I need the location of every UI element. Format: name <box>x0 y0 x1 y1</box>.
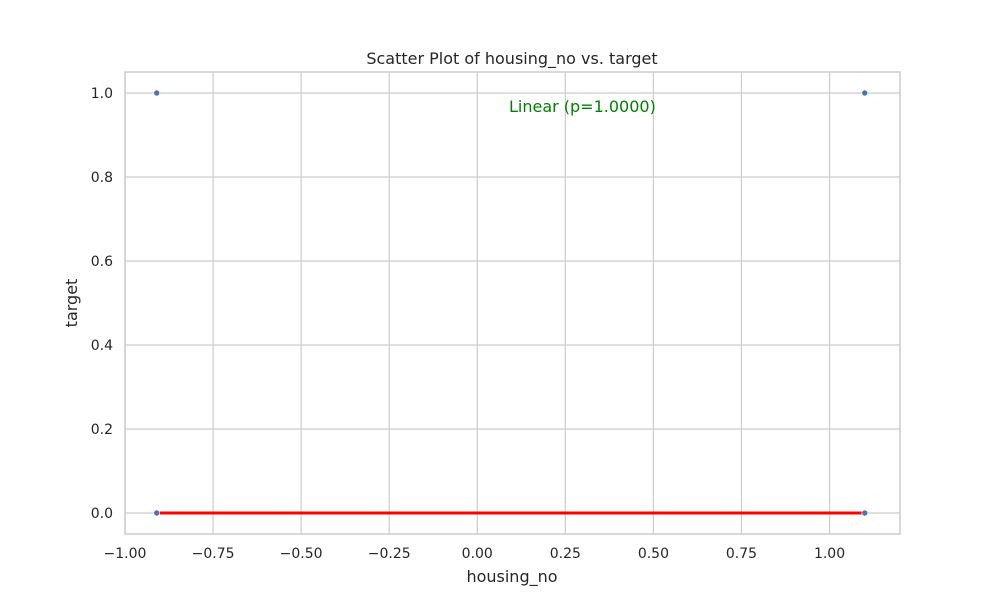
grid <box>124 72 900 534</box>
y-axis-label: target <box>62 279 81 328</box>
chart-title: Scatter Plot of housing_no vs. target <box>366 49 657 69</box>
data-point <box>861 509 869 517</box>
x-tick-label: −1.00 <box>104 546 147 562</box>
y-tick-label: 0.0 <box>91 506 113 522</box>
x-tick-label: 0.00 <box>462 546 493 562</box>
data-point <box>153 89 161 97</box>
x-tick-labels: −1.00 −0.75 −0.50 −0.25 0.00 0.25 0.50 0.75 1.00 <box>104 546 846 562</box>
x-tick-label: 0.75 <box>726 546 757 562</box>
points-layer <box>153 89 869 517</box>
y-tick-label: 0.6 <box>91 254 113 270</box>
y-tick-label: 0.4 <box>91 338 113 354</box>
y-tick-label: 0.2 <box>91 422 113 438</box>
x-tick-label: −0.75 <box>192 546 235 562</box>
data-point <box>861 89 869 97</box>
x-tick-label: 1.00 <box>814 546 845 562</box>
x-tick-label: −0.50 <box>280 546 323 562</box>
y-tick-labels: 0.0 0.2 0.4 0.6 0.8 1.0 <box>91 86 113 522</box>
x-tick-label: 0.50 <box>638 546 669 562</box>
x-tick-label: 0.25 <box>550 546 581 562</box>
x-tick-label: −0.25 <box>368 546 411 562</box>
plot-frame <box>124 71 901 535</box>
data-point <box>153 509 161 517</box>
x-axis-label: housing_no <box>466 567 557 587</box>
fit-annotation: Linear (p=1.0000) <box>509 97 656 116</box>
y-tick-label: 1.0 <box>91 86 113 102</box>
y-tick-label: 0.8 <box>91 170 113 186</box>
